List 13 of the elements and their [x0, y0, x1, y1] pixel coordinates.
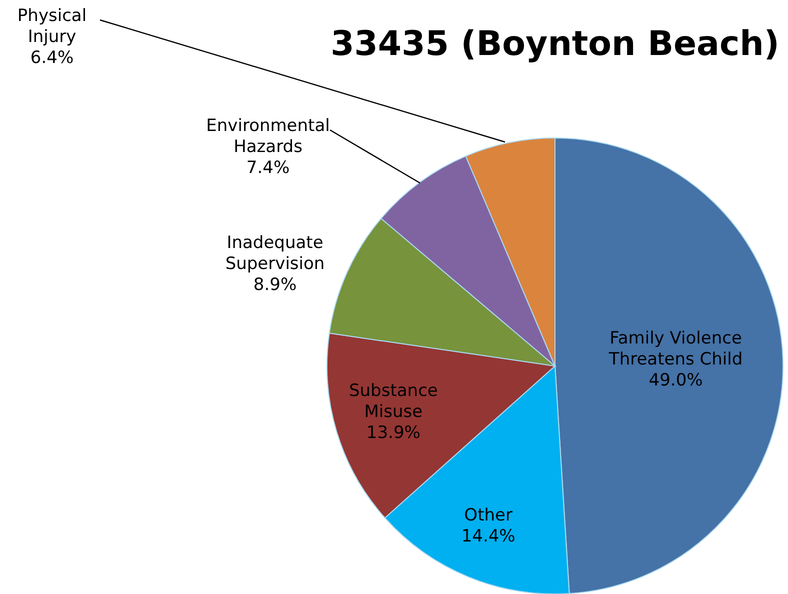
- slice-label: Environmental Hazards: [206, 116, 330, 157]
- data-label: 13.9%: [366, 423, 420, 444]
- slice-label: Inadequate Supervision: [225, 233, 325, 274]
- slice-label: Other: [464, 505, 512, 526]
- slice-label: Family Violence Threatens Child: [608, 328, 743, 370]
- data-label: 14.4%: [461, 526, 516, 546]
- text: 33435 (Boynton Beach): [330, 24, 780, 64]
- data-label: 8.9%: [253, 275, 297, 295]
- data-label: 49.0%: [648, 370, 703, 391]
- slice-label: Substance Misuse: [348, 381, 438, 422]
- data-label: 7.4%: [246, 158, 290, 178]
- slice-label: Physical Injury: [17, 6, 87, 47]
- data-label: 6.4%: [30, 48, 74, 68]
